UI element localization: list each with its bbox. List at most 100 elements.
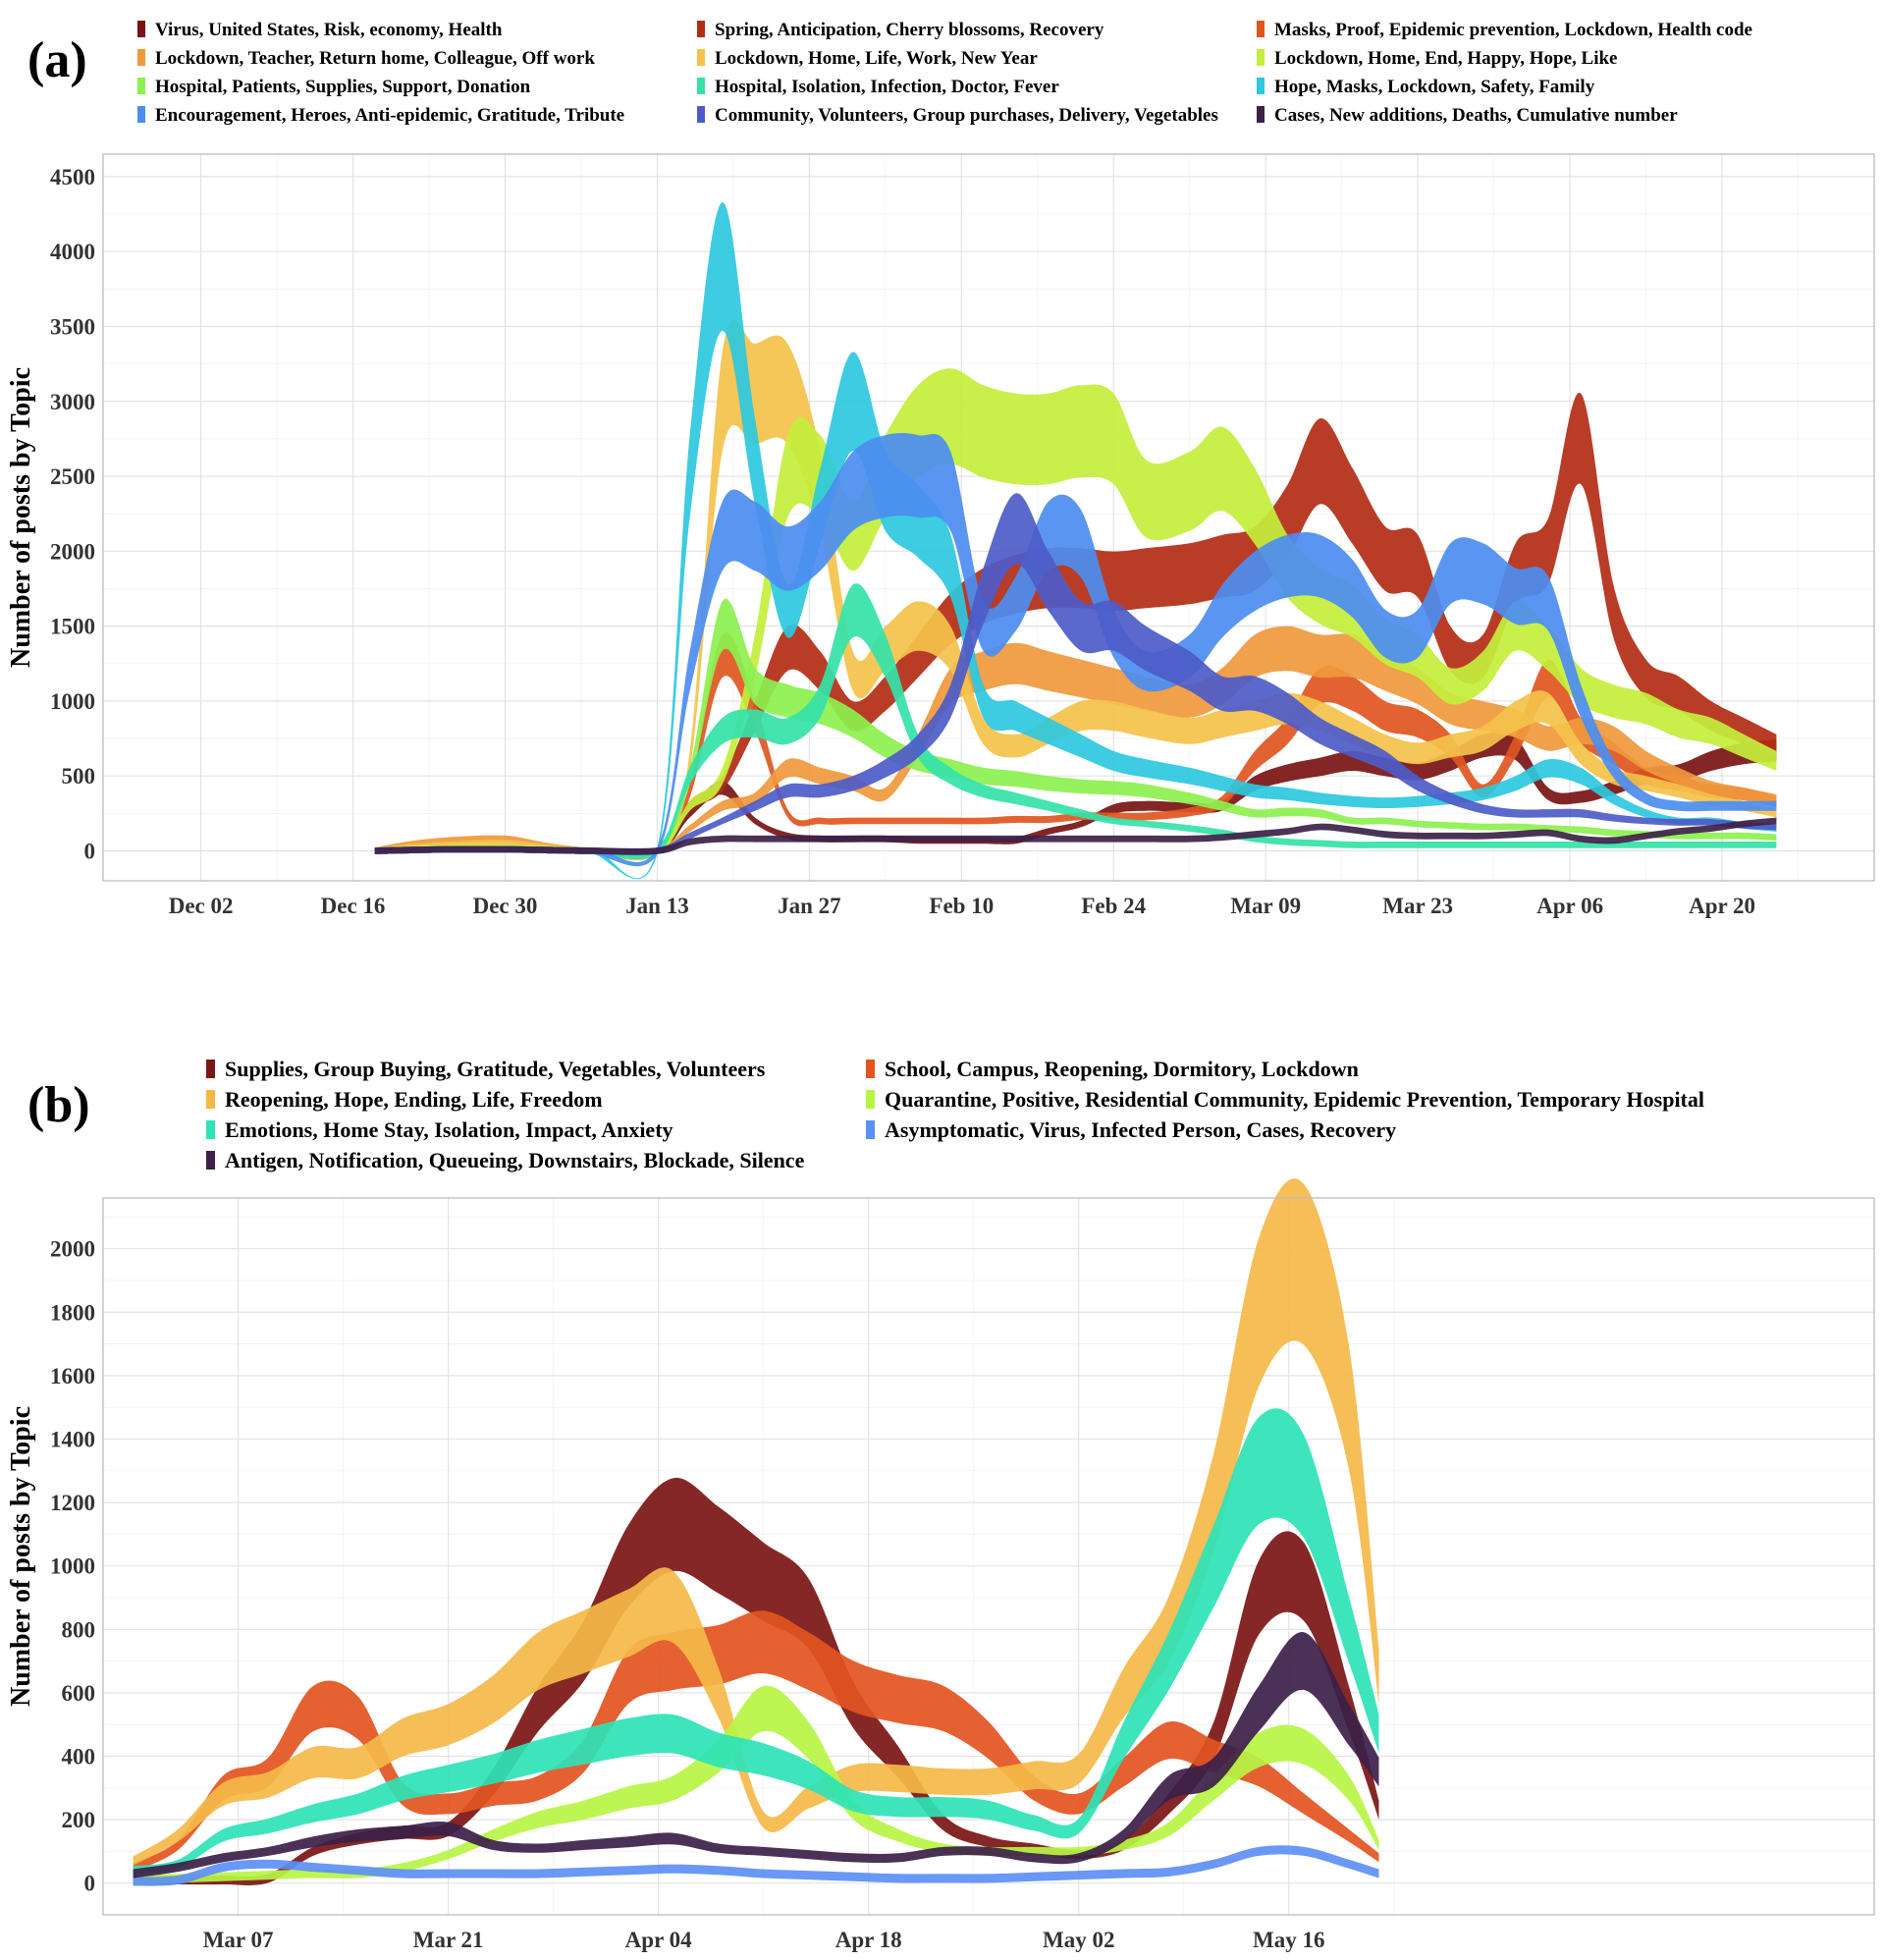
- legend-label: Lockdown, Teacher, Return home, Colleagu…: [155, 48, 595, 69]
- x-tick-label: Mar 09: [1230, 894, 1301, 918]
- y-tick-label: 1600: [50, 1364, 95, 1388]
- x-tick-label: Apr 04: [625, 1928, 692, 1952]
- series-band-7: [133, 1632, 1379, 1878]
- panel-a-letter: (a): [27, 32, 87, 88]
- y-tick-label: 2000: [50, 539, 95, 564]
- legend-label: Asymptomatic, Virus, Infected Person, Ca…: [885, 1117, 1396, 1142]
- legend-key: [697, 21, 705, 37]
- y-tick-label: 800: [62, 1617, 96, 1642]
- x-tick-label: Dec 16: [321, 894, 386, 918]
- legend-label: Virus, United States, Risk, economy, Hea…: [155, 20, 503, 40]
- series-band-9: [374, 201, 1777, 880]
- plot-panel-b: 0 200 400 600 800 1000 1200 1400 1600 1800 2000 Mar…: [6, 1178, 1875, 1952]
- legend-key: [866, 1090, 875, 1109]
- legend-key: [137, 78, 145, 94]
- legend-key: [137, 49, 145, 66]
- x-tick-label: Mar 07: [203, 1928, 274, 1952]
- legend-label: Spring, Anticipation, Cherry blossoms, R…: [715, 20, 1104, 40]
- series-band-3: [133, 1178, 1379, 1866]
- legend-key: [206, 1120, 215, 1139]
- y-tick-label: 1000: [50, 689, 95, 714]
- y-tick-label: 1200: [50, 1491, 95, 1515]
- series-band-2: [133, 1610, 1379, 1873]
- series-band-11: [374, 493, 1777, 856]
- x-tick-label: Apr 20: [1689, 894, 1755, 918]
- series-band-5: [133, 1408, 1379, 1876]
- y-tick-label: 1500: [50, 615, 95, 639]
- series-band-12: [374, 817, 1777, 855]
- legend-key: [1257, 78, 1265, 94]
- plot-panel-a: 0 500 1000 1500 2000 2500 3000 3500 4000 4500 Dec …: [6, 153, 1875, 918]
- y-tick-label: 400: [62, 1744, 96, 1769]
- y-axis-label: Number of posts by Topic: [6, 367, 36, 668]
- legend-label: Antigen, Notification, Queueing, Downsta…: [225, 1148, 805, 1172]
- x-tick-label: May 02: [1043, 1928, 1114, 1952]
- y-tick-label: 4000: [50, 240, 95, 264]
- legend-key: [137, 106, 145, 123]
- legend-label: Reopening, Hope, Ending, Life, Freedom: [225, 1087, 603, 1112]
- legend-label: Community, Volunteers, Group purchases, …: [715, 105, 1218, 126]
- series-band-10: [374, 433, 1777, 867]
- legend-label: Encouragement, Heroes, Anti-epidemic, Gr…: [155, 105, 624, 126]
- x-tick-label: Apr 06: [1536, 894, 1603, 918]
- series-band-4: [133, 1685, 1379, 1884]
- legend-key: [206, 1151, 215, 1170]
- series-band-7: [374, 598, 1777, 860]
- x-tick-label: Feb 10: [929, 894, 994, 918]
- y-tick-label: 0: [84, 839, 96, 863]
- x-tick-label: Mar 23: [1382, 894, 1453, 918]
- legend-key: [206, 1060, 215, 1078]
- y-tick-label: 4500: [50, 165, 95, 190]
- series-band-6: [374, 368, 1777, 858]
- legend-key: [1257, 21, 1265, 37]
- legend-label: Hope, Masks, Lockdown, Safety, Family: [1274, 77, 1595, 97]
- series-band-1: [133, 1477, 1379, 1885]
- y-axis-label: Number of posts by Topic: [6, 1406, 36, 1707]
- x-tick-label: Jan 13: [625, 894, 689, 918]
- legend-key: [697, 49, 705, 66]
- y-tick-label: 500: [62, 764, 96, 789]
- legend-label: Quarantine, Positive, Residential Commun…: [885, 1087, 1704, 1112]
- legend-label: Hospital, Patients, Supplies, Support, D…: [155, 77, 531, 97]
- series-band-2: [374, 392, 1777, 858]
- y-tick-label: 3500: [50, 314, 95, 339]
- plot-frame: [102, 1197, 1875, 1916]
- panel-b-letter: (b): [27, 1077, 90, 1133]
- y-tick-label: 0: [84, 1872, 96, 1896]
- legend-key: [1257, 106, 1265, 123]
- x-tick-label: Feb 24: [1081, 894, 1146, 918]
- legend-key: [866, 1060, 875, 1078]
- legend-label: Hospital, Isolation, Infection, Doctor, …: [715, 77, 1059, 97]
- legend-label: School, Campus, Reopening, Dormitory, Lo…: [885, 1057, 1359, 1081]
- x-tick-label: Dec 02: [169, 894, 234, 918]
- legend-key: [697, 106, 705, 123]
- legend-label: Cases, New additions, Deaths, Cumulative…: [1274, 105, 1678, 126]
- legend-key: [697, 78, 705, 94]
- x-tick-label: Mar 21: [413, 1928, 484, 1952]
- y-tick-label: 1400: [50, 1427, 95, 1451]
- y-tick-label: 1800: [50, 1300, 95, 1325]
- plot-frame: [102, 153, 1875, 882]
- legend-panel-a: Virus, United States, Risk, economy, Hea…: [137, 20, 1752, 126]
- legend-key: [1257, 49, 1265, 66]
- legend-panel-b: Supplies, Group Buying, Gratitude, Veget…: [206, 1057, 1704, 1172]
- series-band-6: [133, 1845, 1379, 1886]
- y-tick-label: 1000: [50, 1554, 95, 1579]
- y-tick-label: 2500: [50, 464, 95, 489]
- x-tick-label: Jan 27: [778, 894, 841, 918]
- legend-key: [206, 1090, 215, 1109]
- legend-label: Emotions, Home Stay, Isolation, Impact, …: [225, 1117, 673, 1142]
- y-tick-label: 600: [62, 1681, 96, 1706]
- legend-label: Supplies, Group Buying, Gratitude, Veget…: [225, 1057, 766, 1081]
- legend-label: Lockdown, Home, Life, Work, New Year: [715, 48, 1038, 69]
- legend-key: [866, 1120, 875, 1139]
- legend-label: Masks, Proof, Epidemic prevention, Lockd…: [1274, 20, 1752, 40]
- x-tick-label: Apr 18: [835, 1928, 902, 1952]
- x-tick-label: May 16: [1253, 1928, 1324, 1952]
- legend-key: [137, 21, 145, 37]
- y-tick-label: 200: [62, 1808, 96, 1832]
- x-tick-label: Dec 30: [473, 894, 538, 918]
- legend-label: Lockdown, Home, End, Happy, Hope, Like: [1274, 48, 1617, 69]
- y-tick-label: 3000: [50, 390, 95, 414]
